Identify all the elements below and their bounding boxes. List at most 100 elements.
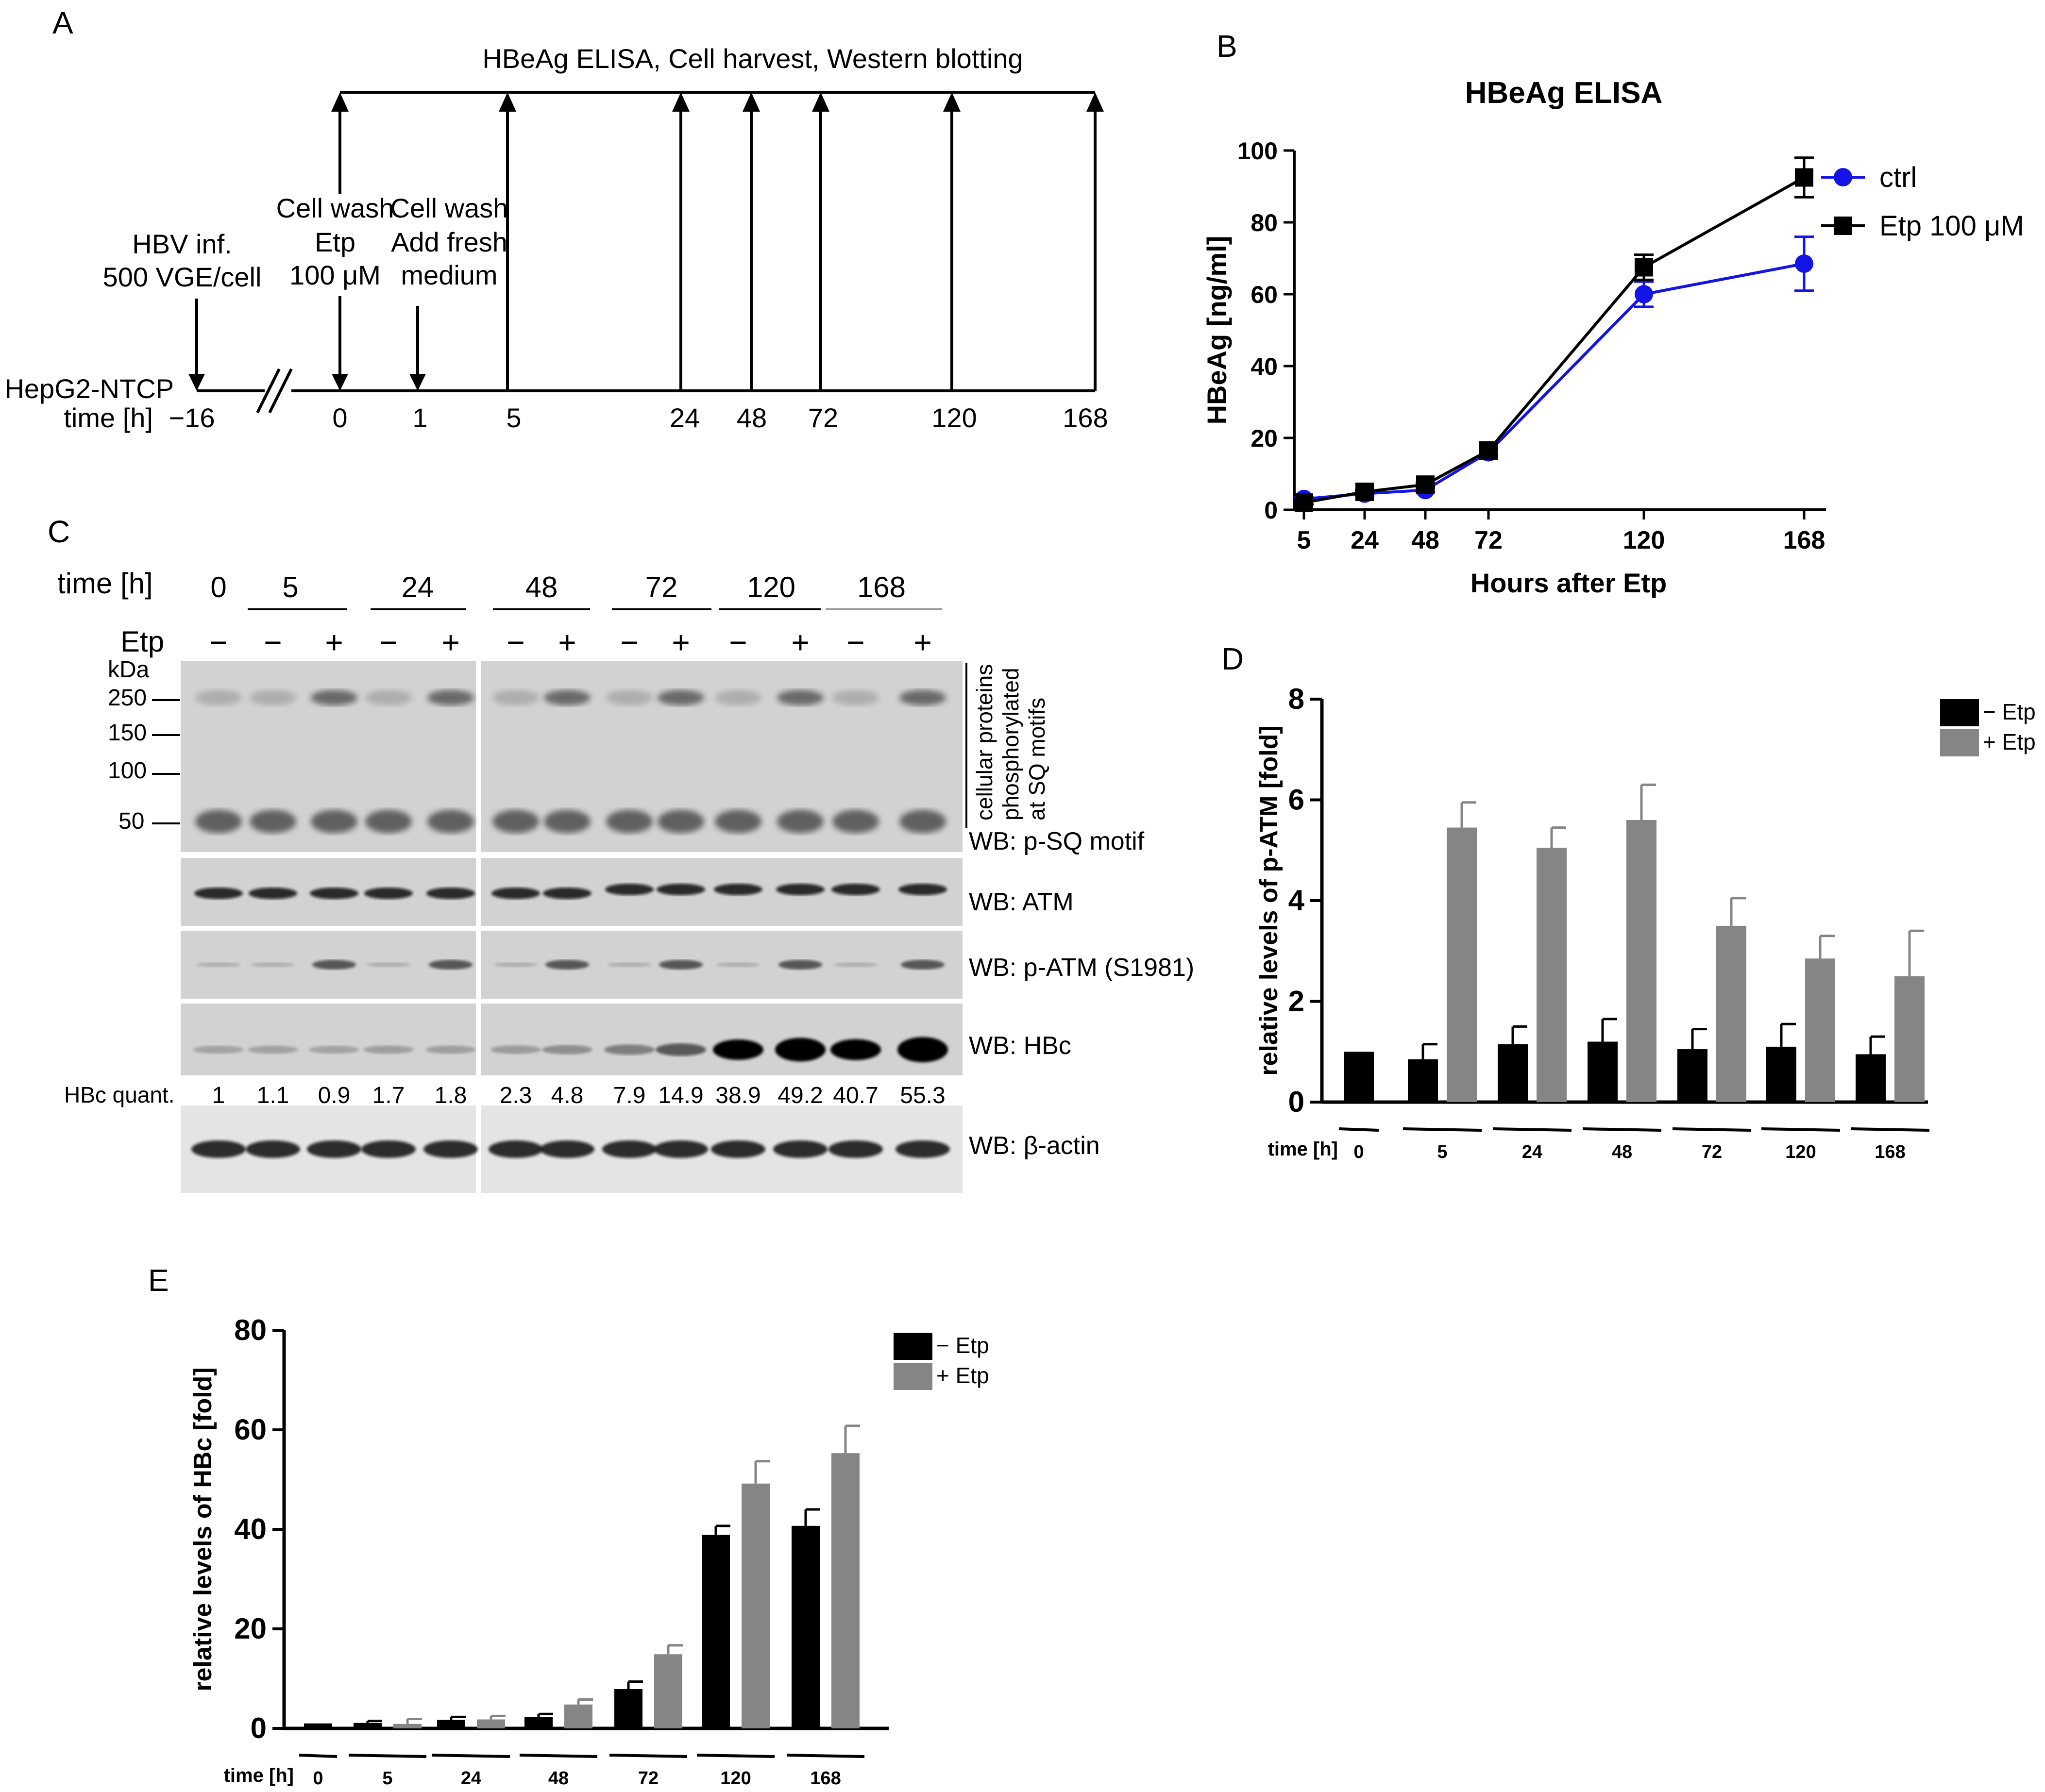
hbc-quant-value: 7.9 <box>613 1083 646 1108</box>
p-sq-side-bar <box>965 663 967 828</box>
band-p-sq-250 <box>658 690 704 705</box>
bar <box>564 1704 592 1728</box>
marker-tick <box>152 699 180 701</box>
x-tick-label: 48 <box>1411 526 1439 554</box>
time-tick: 72 <box>808 402 838 433</box>
band-atm <box>194 888 243 899</box>
bar <box>654 1654 682 1728</box>
panel-e-label: E <box>148 1263 169 1298</box>
y-tick-label: 4 <box>1288 884 1305 917</box>
band-hbc <box>193 1045 244 1054</box>
etp-label-3: 100 μM <box>289 260 381 290</box>
wb-label-hbc: WB: HBc <box>969 1032 1071 1060</box>
group-underline <box>1761 1127 1841 1132</box>
time-tick: 0 <box>332 402 347 433</box>
chart-title: HBeAg ELISA <box>1465 76 1662 110</box>
band-p-atm <box>716 962 760 967</box>
band-actin <box>602 1140 657 1158</box>
series-line <box>1303 262 1805 501</box>
group-underline <box>1492 1127 1572 1132</box>
blot-hbc-left <box>181 1004 476 1075</box>
band-hbc <box>425 1045 476 1054</box>
band-p-sq-250 <box>777 690 824 705</box>
band-p-sq-250 <box>195 690 242 705</box>
group-underline <box>696 1754 775 1758</box>
marker-tick <box>152 822 180 824</box>
legend-swatch <box>1940 729 1979 756</box>
bar <box>1805 958 1835 1102</box>
infection-label-1: HBV inf. <box>132 229 232 259</box>
data-point <box>1295 493 1313 512</box>
data-point <box>1795 254 1813 273</box>
band-actin <box>711 1140 765 1158</box>
band-atm <box>776 884 825 895</box>
y-tick-label: 6 <box>1288 784 1304 816</box>
hbc-quant-value: 0.9 <box>318 1083 351 1108</box>
band-actin <box>654 1140 708 1158</box>
bar <box>304 1723 332 1728</box>
time-tick: 5 <box>506 402 521 433</box>
infection-label-2: 500 VGE/cell <box>103 262 262 292</box>
y-tick-label: 80 <box>1251 209 1278 236</box>
time-tick: 48 <box>737 402 767 433</box>
etp-sign: + <box>913 625 931 660</box>
bar <box>354 1723 382 1728</box>
blot-header: time [h] 0 5 24 48 72 120 168 Etp − − + − + −… <box>57 567 942 660</box>
band-actin <box>246 1140 300 1158</box>
band-atm <box>543 888 592 899</box>
band-p-sq-250 <box>492 690 539 705</box>
blot-hbc-right <box>481 1004 963 1075</box>
hbc-quant-value: 49.2 <box>777 1083 823 1108</box>
x-tick-label: 5 <box>1297 526 1311 554</box>
group-label: 48 <box>548 1768 569 1789</box>
band-p-sq-250 <box>311 690 357 705</box>
legend-swatch <box>894 1333 932 1360</box>
p-sq-side-note: cellular proteins phosphorylated at SQ m… <box>971 636 1050 821</box>
band-atm <box>657 884 705 895</box>
band-p-sq-50 <box>658 810 704 833</box>
bar <box>702 1535 730 1728</box>
band-p-sq-250 <box>899 690 946 705</box>
wb-label-atm: WB: ATM <box>969 888 1074 916</box>
band-atm <box>249 888 297 899</box>
band-p-atm <box>778 960 822 970</box>
data-point <box>1635 285 1653 303</box>
blot-time-group: 120 <box>747 571 795 603</box>
band-p-sq-50 <box>427 810 474 833</box>
legend-label: Etp 100 μM <box>1879 210 2024 242</box>
legend-label: − Etp <box>1983 699 2036 724</box>
x-title: time [h] <box>224 1765 294 1786</box>
bar <box>1344 1052 1374 1102</box>
group-label: 120 <box>720 1768 751 1789</box>
band-hbc <box>897 1037 948 1062</box>
band-hbc <box>363 1045 414 1054</box>
marker-250: 250 <box>108 685 147 711</box>
wash-label-1: Cell wash <box>390 193 508 223</box>
etp-sign: − <box>209 625 227 660</box>
band-p-sq-50 <box>899 810 946 833</box>
bar <box>1588 1041 1618 1102</box>
blot-time-group: 48 <box>525 571 558 603</box>
band-atm <box>426 888 475 899</box>
group-label: 72 <box>1702 1142 1722 1162</box>
legend-marker <box>1834 217 1852 235</box>
band-p-sq-250 <box>427 690 474 705</box>
legend-label: + Etp <box>1983 729 2036 754</box>
panel-b-label: B <box>1217 29 1237 64</box>
band-p-sq-50 <box>832 810 879 833</box>
bar <box>1766 1046 1796 1102</box>
y-tick-label: 20 <box>234 1612 267 1645</box>
hbc-quant-value: 55.3 <box>900 1083 945 1108</box>
bar <box>792 1525 820 1728</box>
bar <box>1498 1044 1528 1102</box>
western-blot-image <box>181 661 963 1193</box>
time-tick: 168 <box>1063 402 1108 433</box>
wash-label-2: Add fresh <box>391 227 507 257</box>
y-tick-label: 40 <box>1251 353 1278 380</box>
legend-swatch <box>1940 699 1979 726</box>
time-tick: 1 <box>412 402 427 433</box>
band-actin <box>773 1140 828 1158</box>
group-underline <box>519 1754 598 1758</box>
marker-50: 50 <box>118 808 145 834</box>
marker-150: 150 <box>108 720 147 746</box>
